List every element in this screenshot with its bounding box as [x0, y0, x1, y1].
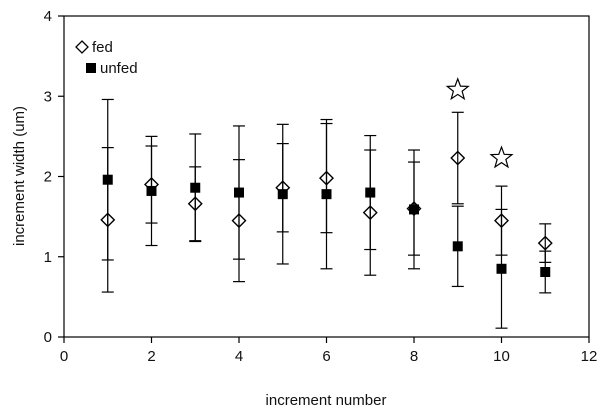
point-unfed: [190, 182, 201, 193]
y-axis-title: increment width (um): [11, 106, 28, 246]
point-fed: [537, 235, 553, 251]
point-fed: [406, 201, 422, 217]
point-fed: [362, 205, 378, 221]
point-unfed: [234, 187, 244, 198]
point-unfed: [409, 204, 419, 215]
point-fed: [319, 170, 334, 186]
y-tick-label: 4: [44, 8, 52, 25]
significance-star-icon: [445, 77, 470, 101]
x-tick-label: 10: [493, 348, 510, 365]
point-unfed: [540, 266, 551, 277]
point-fed: [231, 213, 247, 229]
x-axis-title: increment number: [266, 392, 387, 409]
y-tick-label: 2: [44, 169, 52, 186]
legend-item-unfed: unfed: [86, 60, 138, 77]
legend-unfed-square-icon: [86, 63, 96, 73]
x-tick-label: 12: [581, 348, 598, 365]
x-tick-label: 4: [235, 348, 243, 365]
x-tick-label: 8: [410, 348, 418, 365]
errorbar-layer: [101, 98, 552, 329]
point-fed: [144, 177, 159, 193]
legend-item-fed: fed: [75, 39, 113, 56]
point-unfed: [452, 241, 463, 252]
legend-unfed-label: unfed: [100, 60, 138, 77]
annotation-layer: [445, 77, 514, 169]
significance-star-icon: [489, 145, 514, 169]
y-tick-label: 3: [44, 88, 52, 105]
x-tick-label: 6: [322, 348, 330, 365]
y-tick-label: 1: [44, 249, 52, 266]
marker-layer: [100, 150, 553, 277]
legend-fed-label: fed: [92, 39, 113, 56]
legend: fed unfed: [75, 39, 138, 77]
x-tick-label: 2: [147, 348, 155, 365]
point-fed: [187, 196, 203, 212]
point-unfed: [102, 174, 113, 185]
x-tick-label: 0: [60, 348, 68, 365]
point-fed: [494, 213, 509, 229]
legend-fed-diamond-icon: [75, 40, 89, 54]
point-fed: [275, 180, 291, 196]
y-tick-label: 0: [44, 329, 52, 346]
point-unfed: [365, 187, 376, 198]
point-fed: [100, 212, 116, 228]
point-unfed: [321, 189, 332, 200]
point-fed: [450, 150, 466, 166]
point-unfed: [496, 263, 507, 274]
